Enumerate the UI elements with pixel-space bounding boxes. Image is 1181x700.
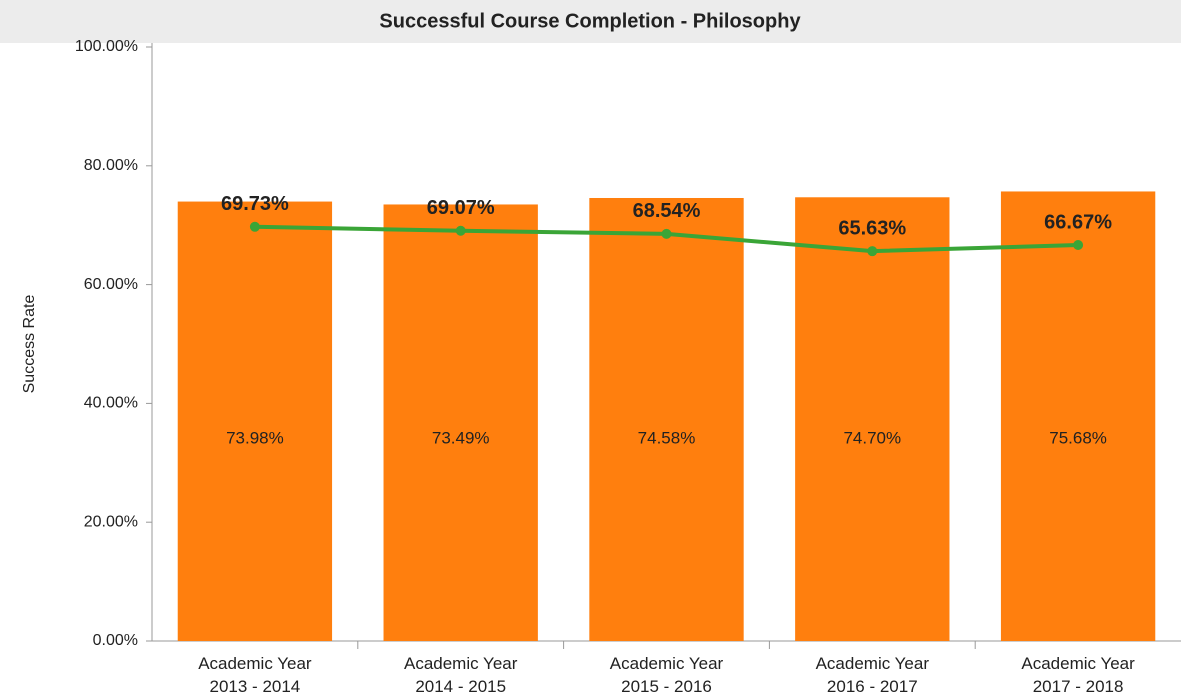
bar-label: 74.58% [638, 429, 696, 448]
bar [177, 201, 333, 641]
y-tick-label: 0.00% [93, 632, 138, 649]
y-axis-title: Success Rate [21, 295, 38, 394]
y-tick-label: 20.00% [84, 513, 138, 530]
line-label: 68.54% [633, 200, 701, 222]
bar [795, 197, 950, 642]
bar [383, 204, 538, 641]
line-point [661, 228, 672, 239]
x-tick-label: Academic Year 2015 - 2016 [609, 654, 724, 696]
x-tick-label: Academic Year 2017 - 2018 [1021, 654, 1135, 696]
line-label: 66.67% [1044, 211, 1112, 233]
y-tick-label: 100.00% [75, 38, 138, 55]
bar-label: 73.49% [432, 429, 490, 448]
line-point [867, 246, 878, 257]
chart-title: Successful Course Completion - Philosoph… [379, 10, 801, 32]
y-tick-label: 60.00% [84, 276, 138, 293]
line-point [249, 221, 260, 232]
bar-label: 73.98% [226, 429, 284, 448]
bar-label: 74.70% [843, 429, 901, 448]
y-tick-label: 40.00% [84, 395, 138, 412]
bar-label: 75.68% [1049, 429, 1107, 448]
line-label: 69.07% [427, 197, 495, 219]
x-tick-label: Academic Year 2016 - 2017 [815, 654, 929, 696]
y-tick-label: 80.00% [84, 157, 138, 174]
line-label: 65.63% [838, 217, 906, 239]
bar [1000, 191, 1156, 641]
bar [589, 197, 744, 641]
line-label: 69.73% [221, 193, 289, 215]
x-tick-label: Academic Year 2013 - 2014 [198, 654, 312, 696]
title-band [0, 0, 1181, 43]
line-point [1073, 239, 1084, 250]
x-tick-label: Academic Year 2014 - 2015 [403, 654, 518, 696]
line-point [455, 225, 466, 236]
